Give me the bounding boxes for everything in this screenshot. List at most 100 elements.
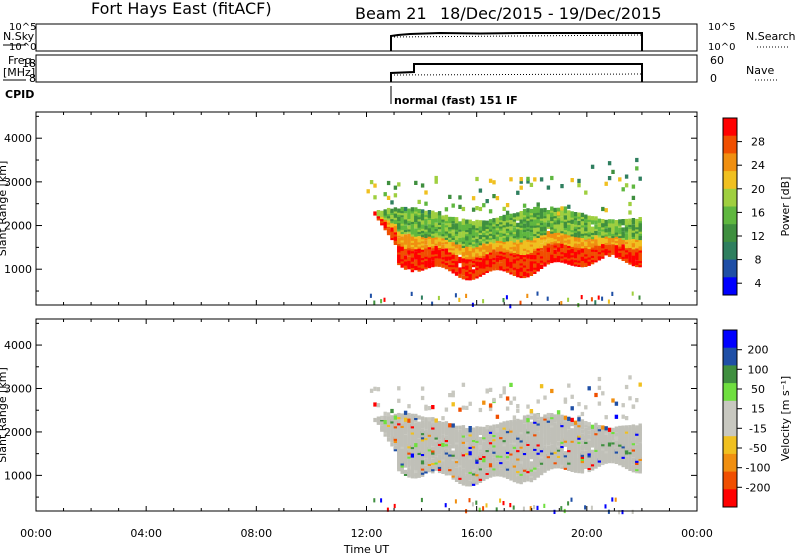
velocity-cell [488, 463, 493, 468]
nave-label: Nave [746, 64, 774, 77]
power-cell [546, 222, 551, 227]
velocity-cell [621, 403, 625, 408]
velocity-cell [584, 433, 588, 438]
velocity-cell [475, 500, 478, 505]
velocity-cell [376, 403, 381, 408]
power-cell [458, 297, 461, 302]
power-cell [621, 219, 625, 224]
velocity-cell [516, 404, 520, 409]
power-cell [550, 175, 554, 181]
power-cell [611, 169, 615, 174]
nsearch-tick-top: 10^5 [708, 22, 735, 33]
power-cell [448, 260, 452, 265]
velocity-cell [628, 425, 632, 430]
power-cell [427, 234, 432, 239]
power-cell [567, 229, 571, 234]
velocity-cell [458, 425, 462, 430]
power-cell [533, 219, 537, 224]
power-cell [420, 183, 425, 188]
power-cell [631, 253, 636, 258]
power-cell [607, 244, 612, 249]
power-cell [482, 247, 486, 252]
power-cell [580, 212, 585, 217]
power-cell [403, 234, 408, 239]
power-cell [536, 229, 540, 234]
power-cell [478, 228, 483, 233]
power-cell [628, 239, 632, 244]
power-cell [590, 235, 595, 240]
velocity-cell [624, 384, 629, 390]
velocity-cell [397, 398, 401, 403]
power-cell [621, 221, 625, 226]
power-cell [468, 230, 472, 235]
power-cell [468, 228, 472, 233]
velocity-cell [512, 415, 517, 420]
power-cell [424, 210, 428, 215]
velocity-cell [611, 398, 615, 403]
power-cell [580, 295, 583, 300]
power-cell [417, 225, 421, 230]
power-cell [580, 227, 585, 232]
velocity-cell [526, 435, 530, 440]
power-cell [621, 240, 625, 245]
power-cell [492, 180, 496, 185]
power-cell [414, 232, 418, 237]
velocity-cell [556, 441, 561, 446]
velocity-cell [502, 501, 505, 506]
power-cell [509, 220, 513, 225]
power-cell [607, 248, 612, 253]
power-cell [424, 248, 428, 253]
power-cell [403, 240, 408, 245]
velocity-cell [587, 434, 591, 439]
power-cell [563, 228, 568, 233]
power-cell [461, 206, 466, 212]
velocity-cell [505, 460, 510, 465]
power-cell [431, 229, 435, 234]
power-cell [587, 234, 591, 239]
velocity-cell [594, 392, 598, 398]
power-cell [604, 234, 608, 239]
velocity-cell [407, 427, 411, 432]
power-cell [461, 248, 466, 253]
velocity-cell [441, 416, 445, 421]
power-cell [488, 229, 493, 234]
power-cell [373, 211, 377, 216]
power-cell [516, 229, 520, 234]
power-cell [526, 208, 530, 213]
power-cell [560, 206, 564, 211]
power-colorbar-swatch [723, 259, 737, 278]
velocity-cell [543, 445, 547, 450]
power-cell [516, 216, 520, 221]
power-cell [407, 219, 411, 224]
power-cell [492, 237, 496, 242]
velocity-cell [614, 447, 619, 452]
power-cell [526, 176, 530, 181]
power-cell [638, 217, 642, 222]
power-cell [461, 250, 466, 255]
velocity-cell [403, 469, 408, 474]
velocity-cell [485, 468, 489, 473]
power-cell [567, 297, 570, 302]
velocity-cell [570, 497, 573, 502]
power-cell [424, 190, 428, 195]
power-cell [502, 250, 506, 255]
power-cell [488, 209, 493, 214]
power-cell [475, 206, 479, 211]
power-cell [536, 217, 540, 222]
power-cell [393, 236, 398, 241]
power-cell [563, 230, 568, 235]
power-cell [533, 209, 537, 214]
velocity-colorbar-label: 100 [748, 363, 769, 376]
power-cell [512, 232, 517, 237]
power-cell [410, 224, 415, 229]
power-cell [393, 224, 398, 229]
power-cell [536, 248, 540, 253]
power-cell [471, 221, 476, 226]
velocity-cell [509, 503, 512, 508]
velocity-cell [614, 497, 617, 502]
power-cell [631, 291, 634, 296]
power-cell [451, 231, 455, 236]
power-cell [414, 207, 418, 212]
power-cell [437, 235, 442, 240]
velocity-cell [407, 467, 411, 472]
